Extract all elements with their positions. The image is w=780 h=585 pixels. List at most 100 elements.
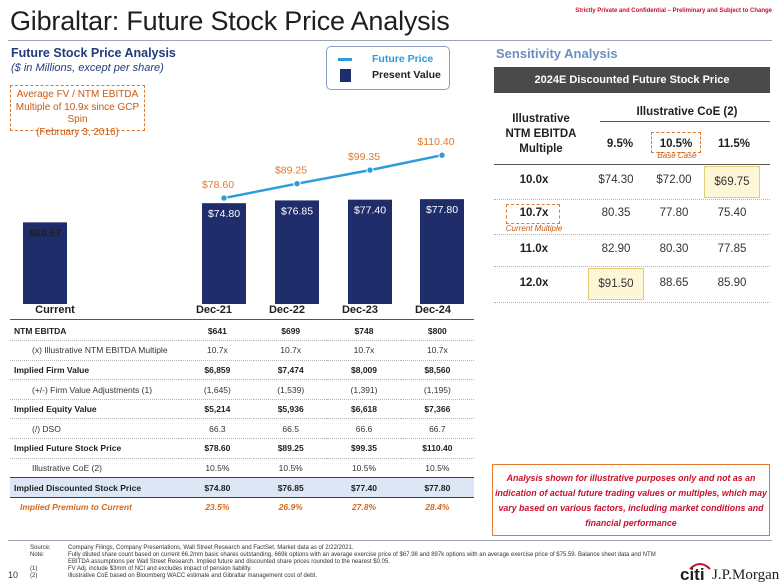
category-label: Dec-24 — [414, 304, 452, 316]
cell: $5,214 — [180, 399, 255, 420]
coe-col-header: 11.5% — [718, 138, 750, 150]
bar-value-label: $77.40 — [354, 205, 386, 217]
future-price-legend-swatch — [338, 58, 352, 61]
table-row: Implied Future Stock Price $78.60 $89.25… — [10, 438, 474, 459]
current-multiple-label: Current Multiple — [505, 224, 563, 233]
table-row: Implied Equity Value $5,214 $5,936 $6,61… — [10, 399, 474, 420]
present-value-legend-swatch — [340, 69, 351, 82]
category-label: Dec-22 — [268, 304, 306, 316]
cell: 10.7x — [400, 340, 474, 361]
average-multiple-callout: Average FV / NTM EBITDA Multiple of 10.9… — [10, 85, 145, 138]
future-stock-heading: Future Stock Price Analysis — [11, 46, 176, 60]
cell: 27.8% — [351, 502, 377, 513]
category-divider — [10, 319, 474, 320]
coe-col-header: 10.5% — [659, 138, 693, 150]
cell: 10.5% — [180, 458, 255, 479]
cell: (1,539) — [254, 379, 328, 400]
cell: 23.5% — [205, 502, 230, 513]
cell: 66.3 — [180, 418, 255, 440]
future-price-point — [293, 180, 301, 188]
bar-present-value — [23, 222, 67, 304]
footnote-text: FV Adj. include $3mm of NCI and excludes… — [68, 566, 252, 572]
multiple-label: 11.0x — [519, 243, 549, 255]
bar-present-value — [202, 203, 246, 304]
footnote-key: Source: — [30, 545, 51, 551]
future-price-point — [366, 166, 374, 174]
citi-logo: citi — [680, 565, 705, 585]
sensitivity-row: 11.0x 82.90 80.30 77.85 — [494, 235, 770, 269]
row-header-line: Illustrative — [512, 113, 570, 125]
cell: 10.7x — [327, 340, 401, 361]
cell: $7,474 — [254, 360, 328, 381]
row-label: (/) DSO — [10, 418, 181, 440]
row-label: (+/-) Firm Value Adjustments (1) — [10, 379, 181, 400]
row-label: Implied Equity Value — [10, 399, 181, 420]
multiple-label: 10.7x — [519, 207, 549, 219]
sensitivity-cell: $72.00 — [656, 174, 692, 186]
bar-present-value — [348, 199, 392, 304]
cell: $8,009 — [327, 360, 401, 381]
confidential-notice: Strictly Private and Confidential – Prel… — [575, 8, 772, 14]
sensitivity-heading: Sensitivity Analysis — [496, 46, 618, 61]
bar-present-value — [420, 199, 464, 304]
cell: 10.5% — [400, 458, 474, 479]
bar-value-label: $76.85 — [281, 205, 313, 217]
row-label: Implied Future Stock Price — [10, 438, 181, 459]
coe-col-header: 9.5% — [606, 138, 634, 150]
sensitivity-cell: 77.85 — [717, 243, 747, 255]
table-row: (/) DSO 66.3 66.5 66.6 66.7 — [10, 418, 474, 440]
sensitivity-cell: 80.35 — [601, 207, 631, 219]
row-divider — [494, 302, 770, 303]
page-title: Gibraltar: Future Stock Price Analysis — [10, 6, 450, 36]
row-header-line: NTM EBITDA — [505, 128, 577, 140]
citi-arc-icon — [689, 563, 711, 570]
table-row: Illustrative CoE (2) 10.5% 10.5% 10.5% 1… — [10, 458, 474, 479]
row-label: (x) Illustrative NTM EBITDA Multiple — [10, 340, 181, 361]
table-row-premium: Implied Premium to Current 23.5% 26.9% 2… — [10, 497, 474, 517]
cell: $77.80 — [400, 477, 474, 498]
cell: $800 — [400, 321, 474, 342]
cell: 66.7 — [400, 418, 474, 440]
row-label: Implied Firm Value — [10, 360, 181, 381]
cell: 66.6 — [327, 418, 401, 440]
financial-table: NTM EBITDA $641 $699 $748 $800 (x) Illus… — [10, 321, 474, 517]
callout-line-2: Multiple of 10.9x since GCP Spin — [15, 101, 140, 126]
cell: (1,391) — [327, 379, 401, 400]
cell: $699 — [254, 321, 328, 342]
row-label: Implied Discounted Stock Price — [10, 477, 181, 498]
coe-divider — [600, 121, 770, 122]
callout-line-3: (February 3, 2016) — [36, 126, 119, 138]
sensitivity-cell: 77.80 — [659, 207, 689, 219]
base-case-label: Base Case — [657, 151, 697, 160]
cell: 28.4% — [425, 502, 450, 513]
cell: $748 — [327, 321, 401, 342]
cell: $77.40 — [327, 477, 401, 498]
row-divider — [494, 199, 770, 200]
multiple-row-header: Illustrative NTM EBITDA Multiple — [494, 112, 588, 157]
cell: 10.5% — [327, 458, 401, 479]
row-header-line: Multiple — [519, 143, 563, 155]
sensitivity-cell: 80.30 — [659, 243, 689, 255]
row-divider — [494, 234, 770, 235]
cell: (1,195) — [400, 379, 474, 400]
sensitivity-divider — [494, 164, 770, 165]
cell: $641 — [180, 321, 255, 342]
footnote-text: Illustrative CoE based on Bloomberg WACC… — [68, 573, 317, 579]
cell: $99.35 — [327, 438, 401, 459]
footnote-text: EBITDA assumptions per Wall Street Resea… — [68, 559, 390, 565]
bar-value-label: $77.80 — [426, 204, 458, 216]
current-multiple-box — [506, 204, 560, 224]
footer-divider — [8, 540, 772, 541]
footnote-text: Company Filings, Company Presentations, … — [68, 545, 354, 551]
sensitivity-cell-highlight: $91.50 — [588, 268, 644, 300]
multiple-label: 12.0x — [519, 277, 549, 289]
sensitivity-row: 10.7x 80.35 77.80 75.40 — [494, 200, 770, 234]
future-price-label: $78.60 — [202, 179, 234, 191]
future-price-line — [223, 153, 443, 200]
sensitivity-row: 12.0x $91.50 88.65 85.90 — [494, 267, 770, 301]
cell: $6,859 — [180, 360, 255, 381]
cell: $5,936 — [254, 399, 328, 420]
coe-column-group: Illustrative CoE (2) — [636, 106, 738, 118]
cell: 66.5 — [254, 418, 328, 440]
row-divider — [494, 266, 770, 267]
